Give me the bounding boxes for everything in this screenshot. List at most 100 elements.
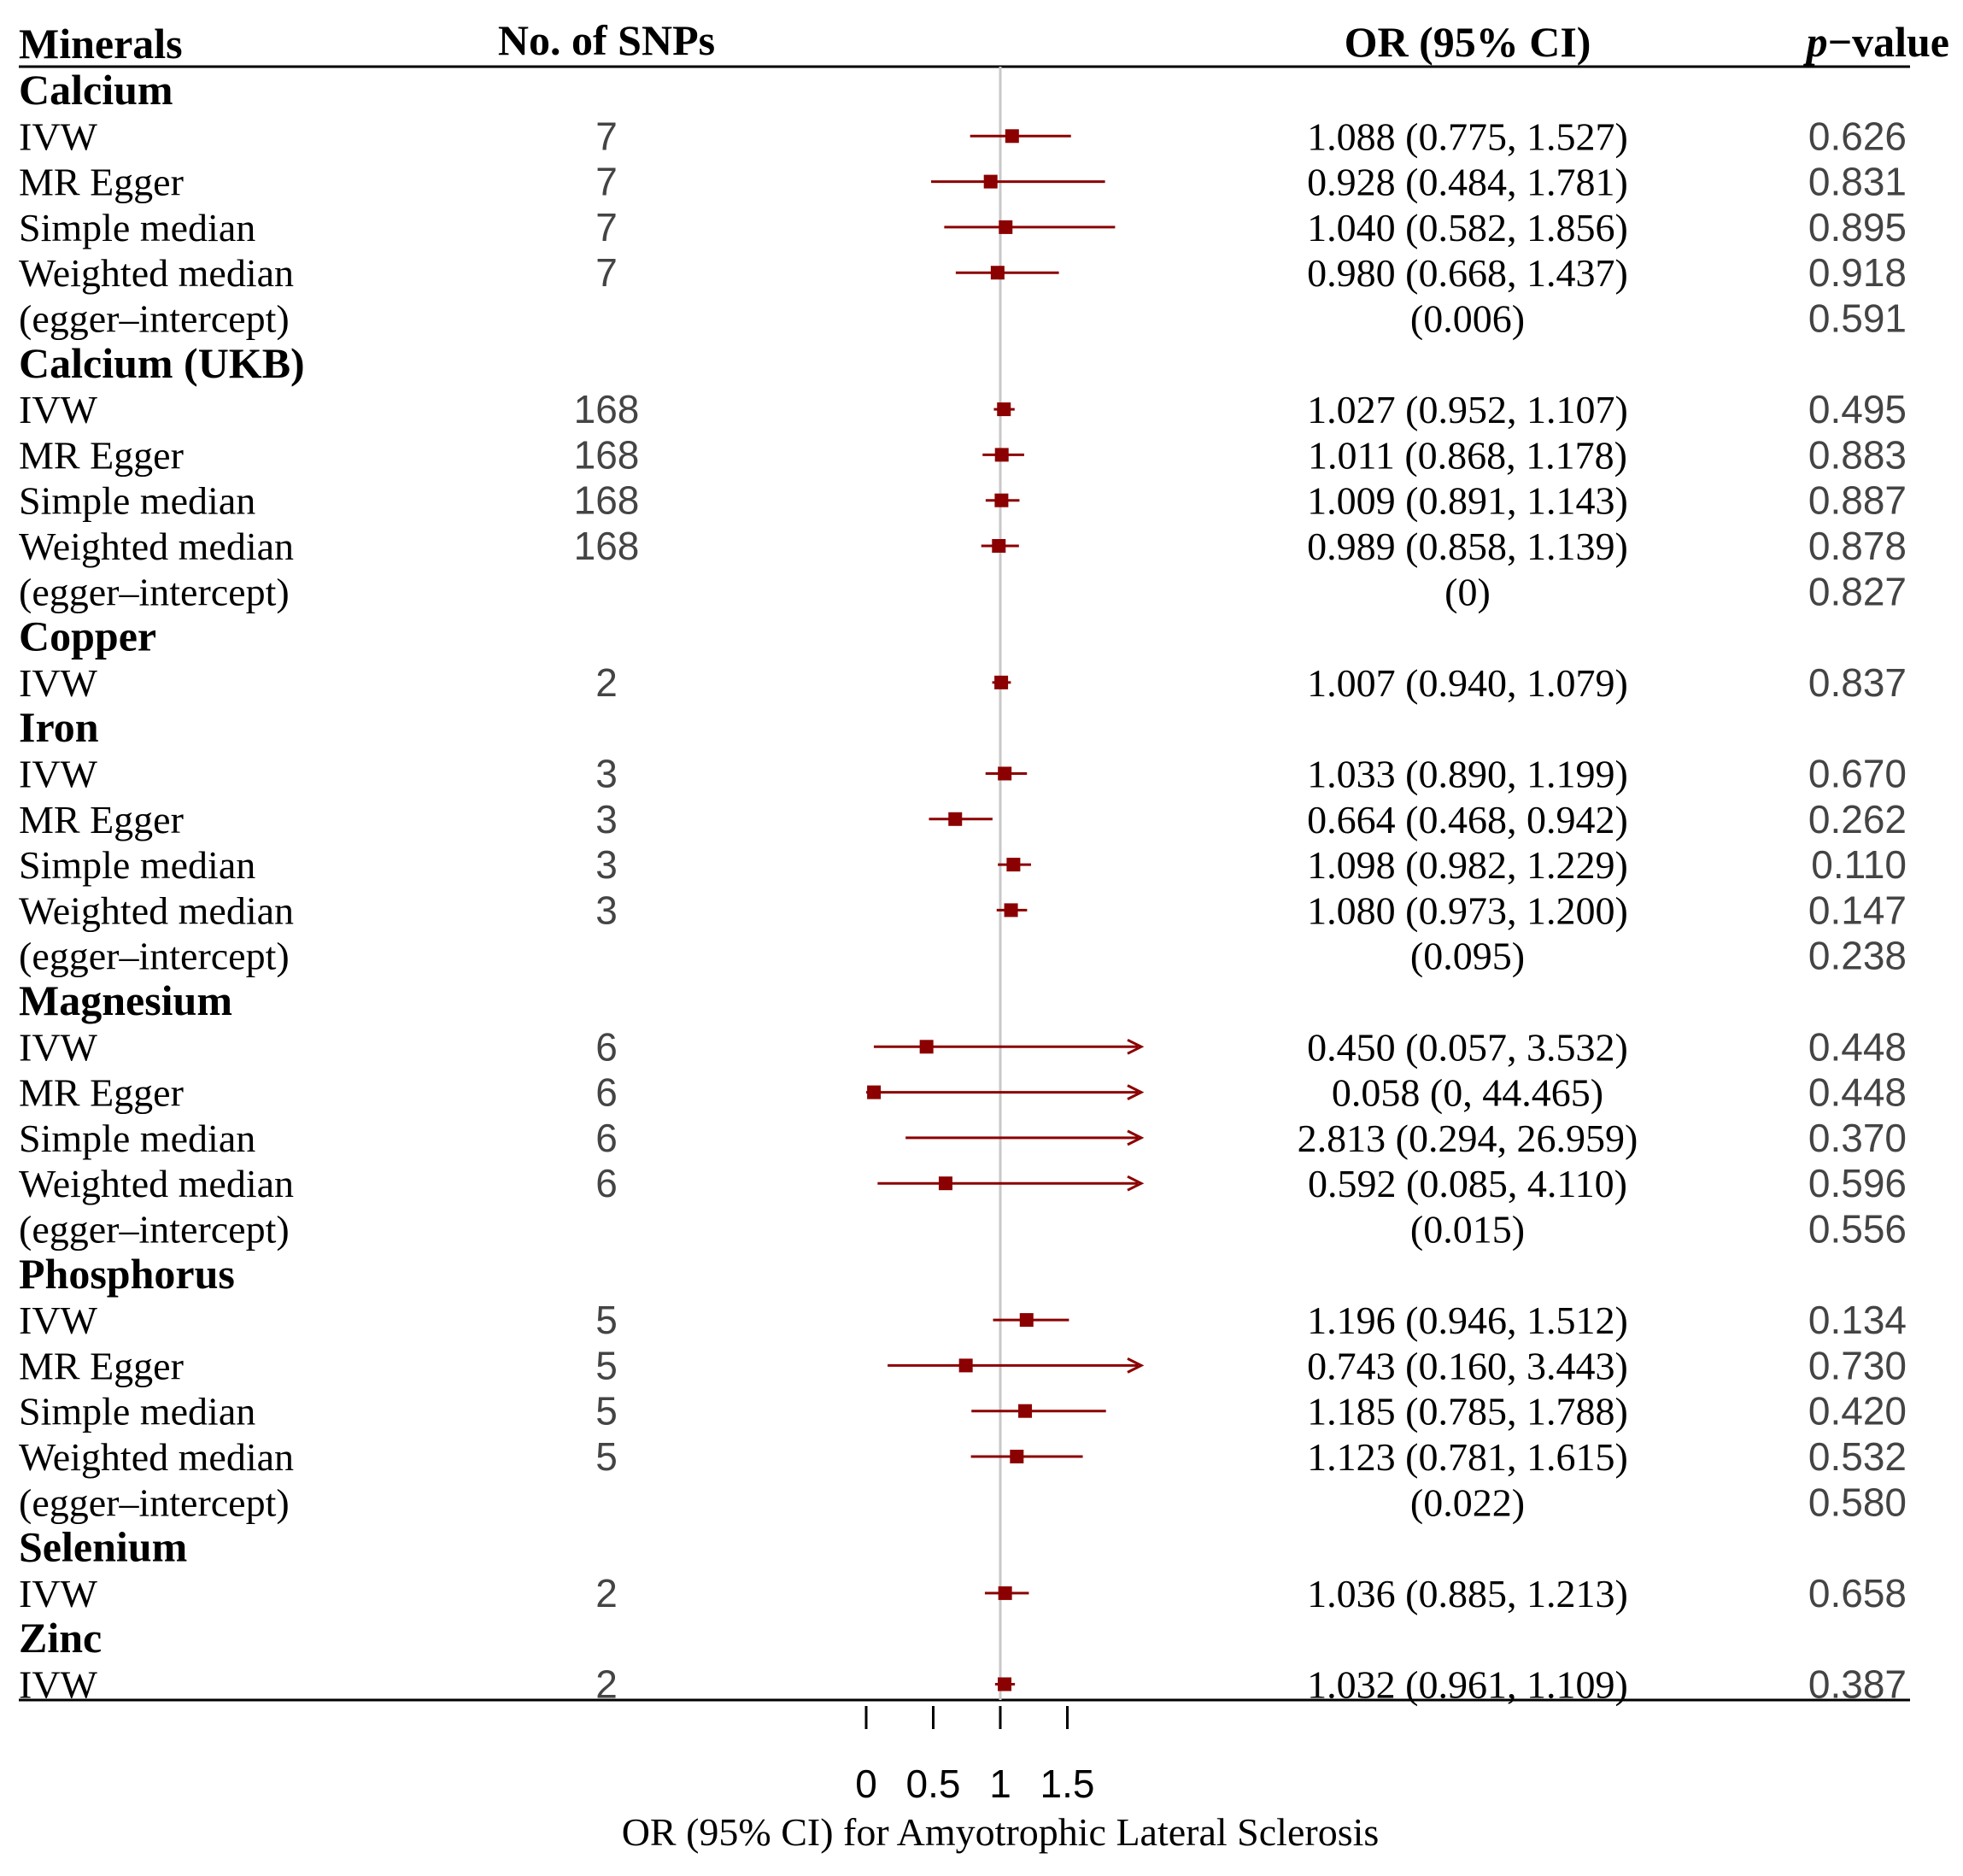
magnesium-mr-egger-p-value: 0.448	[1808, 1070, 1907, 1115]
calcium-ukb-simple-median-or-ci-text: 1.009 (0.891, 1.143)	[1307, 479, 1628, 523]
magnesium-weighted-median-method-label: Weighted median	[19, 1162, 294, 1205]
calcium-mr-egger-point-marker	[983, 174, 998, 189]
iron-egger-intercept-method-label: (egger–intercept)	[19, 935, 290, 978]
iron-mr-egger-p-value: 0.262	[1808, 797, 1907, 841]
magnesium-weighted-median-snp-count: 6	[595, 1161, 618, 1205]
phosphorus-simple-median-method-label: Simple median	[19, 1390, 255, 1433]
phosphorus-simple-median-point-marker	[1018, 1404, 1033, 1418]
group-label-zinc: Zinc	[19, 1614, 102, 1662]
iron-mr-egger-method-label: MR Egger	[19, 798, 184, 841]
calcium-egger-intercept-method-label: (egger–intercept)	[19, 297, 290, 341]
calcium-ivw-snp-count: 7	[595, 114, 618, 158]
phosphorus-mr-egger-point-marker	[958, 1358, 973, 1373]
calcium-ukb-simple-median-method-label: Simple median	[19, 479, 255, 523]
calcium-ukb-mr-egger-or-ci-text: 1.011 (0.868, 1.178)	[1308, 433, 1627, 477]
selenium-ivw-method-label: IVW	[19, 1572, 98, 1615]
x-tick-label-0: 0	[855, 1762, 877, 1806]
magnesium-weighted-median-p-value: 0.596	[1808, 1161, 1907, 1205]
calcium-ivw-method-label: IVW	[19, 114, 98, 158]
magnesium-weighted-median-or-ci-text: 0.592 (0.085, 4.110)	[1308, 1162, 1627, 1205]
phosphorus-weighted-median-point-marker	[1010, 1450, 1024, 1463]
phosphorus-weighted-median-method-label: Weighted median	[19, 1435, 294, 1479]
calcium-egger-intercept-or-ci-text: (0.006)	[1410, 297, 1525, 341]
iron-simple-median-method-label: Simple median	[19, 843, 255, 887]
x-axis: 0 0.5 1 1.5	[855, 1706, 1094, 1806]
calcium-ukb-simple-median-p-value: 0.887	[1808, 478, 1907, 523]
zinc-ivw-point-marker	[998, 1677, 1012, 1691]
x-tick-label-1-5: 1.5	[1040, 1762, 1095, 1806]
group-label-selenium: Selenium	[19, 1523, 187, 1571]
calcium-ukb-ivw-method-label: IVW	[19, 388, 98, 431]
iron-mr-egger-snp-count: 3	[595, 797, 618, 841]
group-label-calcium-ukb: Calcium (UKB)	[19, 339, 305, 387]
calcium-ukb-egger-intercept-method-label: (egger–intercept)	[19, 570, 290, 613]
phosphorus-ivw-or-ci-text: 1.196 (0.946, 1.512)	[1307, 1299, 1628, 1342]
selenium-ivw-or-ci-text: 1.036 (0.885, 1.213)	[1307, 1572, 1628, 1615]
magnesium-egger-intercept-method-label: (egger–intercept)	[19, 1208, 290, 1252]
calcium-ukb-mr-egger-point-marker	[994, 448, 1009, 462]
calcium-ukb-weighted-median-method-label: Weighted median	[19, 525, 294, 568]
calcium-ukb-simple-median-snp-count: 168	[574, 478, 640, 523]
iron-simple-median-or-ci-text: 1.098 (0.982, 1.229)	[1307, 843, 1628, 887]
calcium-ukb-weighted-median-point-marker	[992, 539, 1006, 553]
calcium-simple-median-point-marker	[999, 220, 1013, 234]
magnesium-weighted-median-point-marker	[938, 1176, 952, 1191]
phosphorus-simple-median-snp-count: 5	[595, 1389, 618, 1433]
selenium-ivw-point-marker	[998, 1586, 1012, 1600]
calcium-weighted-median-p-value: 0.918	[1808, 250, 1907, 295]
calcium-ukb-ivw-p-value: 0.495	[1808, 387, 1907, 431]
phosphorus-ivw-point-marker	[1019, 1313, 1034, 1328]
iron-weighted-median-or-ci-text: 1.080 (0.973, 1.200)	[1307, 888, 1628, 932]
iron-simple-median-point-marker	[1006, 858, 1021, 872]
calcium-ukb-egger-intercept-p-value: 0.827	[1808, 569, 1907, 613]
magnesium-mr-egger-ci-arrow	[1127, 1084, 1145, 1100]
phosphorus-mr-egger-or-ci-text: 0.743 (0.160, 3.443)	[1307, 1344, 1628, 1387]
magnesium-ivw-method-label: IVW	[19, 1025, 98, 1069]
calcium-weighted-median-point-marker	[990, 266, 1005, 280]
header-snps: No. of SNPs	[498, 16, 715, 64]
iron-weighted-median-point-marker	[1004, 903, 1018, 917]
selenium-ivw-snp-count: 2	[595, 1571, 618, 1615]
copper-ivw-method-label: IVW	[19, 661, 98, 705]
calcium-mr-egger-snp-count: 7	[595, 160, 618, 204]
zinc-ivw-p-value: 0.387	[1808, 1662, 1907, 1707]
iron-mr-egger-point-marker	[948, 812, 963, 826]
calcium-ivw-point-marker	[1005, 129, 1019, 144]
iron-egger-intercept-p-value: 0.238	[1808, 934, 1907, 978]
iron-ivw-or-ci-text: 1.033 (0.890, 1.199)	[1307, 753, 1628, 796]
iron-weighted-median-p-value: 0.147	[1808, 888, 1907, 932]
calcium-ukb-weighted-median-or-ci-text: 0.989 (0.858, 1.139)	[1307, 525, 1628, 568]
magnesium-simple-median-p-value: 0.370	[1808, 1116, 1907, 1160]
x-tick-label-1: 1	[989, 1762, 1011, 1806]
magnesium-simple-median-or-ci-text: 2.813 (0.294, 26.959)	[1298, 1117, 1638, 1160]
calcium-egger-intercept-p-value: 0.591	[1808, 296, 1907, 341]
magnesium-simple-median-method-label: Simple median	[19, 1117, 255, 1160]
iron-ivw-p-value: 0.670	[1808, 752, 1907, 796]
calcium-simple-median-or-ci-text: 1.040 (0.582, 1.856)	[1307, 206, 1628, 249]
group-label-phosphorus: Phosphorus	[19, 1250, 235, 1298]
calcium-mr-egger-p-value: 0.831	[1808, 160, 1907, 204]
zinc-ivw-or-ci-text: 1.032 (0.961, 1.109)	[1307, 1663, 1628, 1707]
calcium-ukb-egger-intercept-or-ci-text: (0)	[1444, 570, 1491, 613]
iron-weighted-median-method-label: Weighted median	[19, 888, 294, 932]
phosphorus-mr-egger-p-value: 0.730	[1808, 1343, 1907, 1387]
copper-ivw-snp-count: 2	[595, 660, 618, 705]
calcium-ukb-ivw-snp-count: 168	[574, 387, 640, 431]
iron-simple-median-snp-count: 3	[595, 842, 618, 887]
iron-ivw-method-label: IVW	[19, 753, 98, 796]
iron-mr-egger-or-ci-text: 0.664 (0.468, 0.942)	[1307, 798, 1628, 841]
copper-ivw-p-value: 0.837	[1808, 660, 1907, 705]
calcium-ukb-weighted-median-p-value: 0.878	[1808, 524, 1907, 568]
copper-ivw-or-ci-text: 1.007 (0.940, 1.079)	[1307, 661, 1628, 705]
phosphorus-mr-egger-method-label: MR Egger	[19, 1344, 184, 1387]
calcium-simple-median-method-label: Simple median	[19, 206, 255, 249]
phosphorus-weighted-median-p-value: 0.532	[1808, 1434, 1907, 1479]
phosphorus-egger-intercept-method-label: (egger–intercept)	[19, 1480, 290, 1524]
magnesium-mr-egger-or-ci-text: 0.058 (0, 44.465)	[1332, 1071, 1603, 1115]
group-label-iron: Iron	[19, 703, 99, 751]
phosphorus-mr-egger-snp-count: 5	[595, 1343, 618, 1387]
calcium-mr-egger-or-ci-text: 0.928 (0.484, 1.781)	[1307, 161, 1628, 204]
calcium-mr-egger-method-label: MR Egger	[19, 161, 184, 204]
